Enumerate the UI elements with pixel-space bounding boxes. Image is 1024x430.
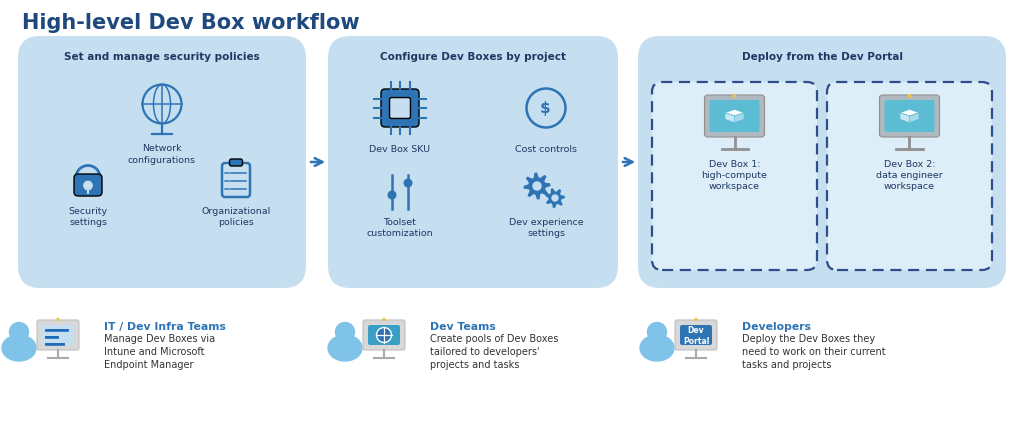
Ellipse shape	[328, 335, 362, 361]
FancyBboxPatch shape	[45, 329, 69, 332]
FancyBboxPatch shape	[827, 83, 992, 270]
Polygon shape	[545, 189, 565, 209]
Text: Network
configurations: Network configurations	[128, 144, 196, 164]
FancyBboxPatch shape	[18, 37, 306, 289]
Text: $: $	[540, 101, 550, 116]
Text: Dev Teams: Dev Teams	[430, 321, 496, 331]
Ellipse shape	[2, 335, 36, 361]
Text: Security
settings: Security settings	[69, 206, 108, 227]
Text: Deploy from the Dev Portal: Deploy from the Dev Portal	[741, 52, 902, 62]
Circle shape	[733, 95, 736, 98]
FancyBboxPatch shape	[885, 101, 935, 133]
Polygon shape	[900, 114, 909, 123]
Text: Dev
Portal: Dev Portal	[683, 326, 710, 345]
FancyBboxPatch shape	[675, 320, 717, 350]
FancyBboxPatch shape	[710, 101, 760, 133]
FancyBboxPatch shape	[74, 175, 102, 197]
Text: Dev Box 2:
data engineer
workspace: Dev Box 2: data engineer workspace	[877, 160, 943, 191]
Text: Create pools of Dev Boxes
tailored to developers'
projects and tasks: Create pools of Dev Boxes tailored to de…	[430, 333, 558, 369]
Ellipse shape	[640, 335, 674, 361]
Text: IT / Dev Infra Teams: IT / Dev Infra Teams	[104, 321, 226, 331]
Circle shape	[377, 328, 391, 343]
FancyBboxPatch shape	[45, 336, 59, 339]
Polygon shape	[523, 173, 551, 200]
Circle shape	[908, 95, 910, 98]
FancyBboxPatch shape	[680, 325, 712, 345]
Text: Set and manage security policies: Set and manage security policies	[65, 52, 260, 62]
Polygon shape	[725, 114, 734, 123]
Polygon shape	[734, 114, 744, 123]
Circle shape	[647, 323, 667, 342]
Circle shape	[695, 319, 697, 321]
Text: Dev Box SKU: Dev Box SKU	[370, 144, 430, 154]
FancyBboxPatch shape	[42, 325, 74, 345]
Text: Deploy the Dev Boxes they
need to work on their current
tasks and projects: Deploy the Dev Boxes they need to work o…	[742, 333, 886, 369]
Text: Developers: Developers	[742, 321, 811, 331]
Text: Toolset
customization: Toolset customization	[367, 218, 433, 237]
Text: Dev Box 1:
high-compute
workspace: Dev Box 1: high-compute workspace	[701, 160, 767, 191]
FancyBboxPatch shape	[880, 96, 939, 138]
Text: Configure Dev Boxes by project: Configure Dev Boxes by project	[380, 52, 566, 62]
FancyBboxPatch shape	[362, 320, 406, 350]
Circle shape	[534, 183, 541, 190]
Circle shape	[84, 182, 92, 190]
Circle shape	[336, 323, 354, 342]
FancyBboxPatch shape	[652, 83, 817, 270]
FancyBboxPatch shape	[389, 98, 411, 119]
Text: High-level Dev Box workflow: High-level Dev Box workflow	[22, 13, 359, 33]
FancyBboxPatch shape	[45, 343, 65, 346]
FancyBboxPatch shape	[381, 90, 419, 128]
FancyBboxPatch shape	[229, 160, 243, 166]
Text: Dev experience
settings: Dev experience settings	[509, 218, 584, 237]
Circle shape	[9, 323, 29, 342]
Text: Cost controls: Cost controls	[515, 145, 577, 154]
Circle shape	[383, 319, 385, 321]
Circle shape	[388, 192, 396, 200]
FancyBboxPatch shape	[368, 325, 400, 345]
Circle shape	[404, 180, 412, 187]
FancyBboxPatch shape	[705, 96, 765, 138]
Polygon shape	[909, 114, 919, 123]
Circle shape	[552, 196, 558, 202]
FancyBboxPatch shape	[638, 37, 1006, 289]
Polygon shape	[900, 110, 919, 117]
Text: Organizational
policies: Organizational policies	[202, 206, 270, 227]
Polygon shape	[725, 110, 744, 117]
Text: Manage Dev Boxes via
Intune and Microsoft
Endpoint Manager: Manage Dev Boxes via Intune and Microsof…	[104, 333, 215, 369]
FancyBboxPatch shape	[328, 37, 618, 289]
FancyBboxPatch shape	[37, 320, 79, 350]
Circle shape	[57, 319, 59, 321]
